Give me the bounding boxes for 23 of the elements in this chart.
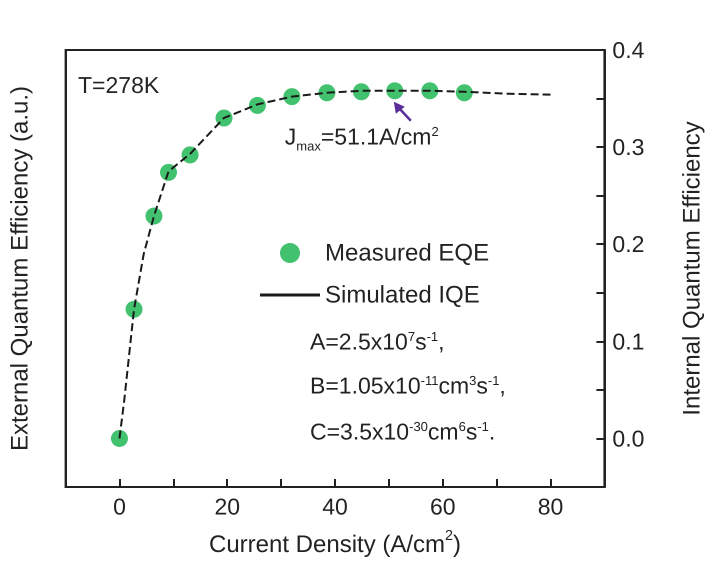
point <box>110 430 128 447</box>
x-tick-label: 20 <box>214 494 240 520</box>
point <box>456 84 473 102</box>
annotation: C=3.5x10$^{-30}$cm$^{6}$s$^{-1}$. <box>310 418 496 445</box>
x-tick-label: 80 <box>538 494 564 520</box>
annotation: B=1.05x10$^{-11}$cm$^{3}$s$^{-1}$, <box>310 372 506 399</box>
point <box>248 96 266 114</box>
legend-label: Simulated IQE <box>325 282 480 308</box>
y-tick-label: 0.0 <box>612 425 644 452</box>
point <box>216 109 233 126</box>
y-tick-label: 0.2 <box>612 231 644 258</box>
annotation: J$_{max}$=51.1A/cm$^{2}$ <box>284 123 439 154</box>
y2-axis-title: Internal Quantum Efficiency <box>678 121 706 416</box>
x-tick-label: 40 <box>322 494 348 520</box>
x-tick-label: 0 <box>113 494 126 520</box>
legend-label: Measured EQE <box>325 240 490 266</box>
y-tick-label: 0.4 <box>612 37 645 63</box>
x-tick-label: 60 <box>430 494 456 520</box>
annotation: A=2.5x10$^{7}$s$^{-1}$, <box>310 328 445 355</box>
y-tick-label: 0.3 <box>612 134 644 160</box>
y-axis-title: External Quantum Efficiency (a.u.) <box>6 86 34 452</box>
y-tick-label: 0.1 <box>612 328 644 354</box>
annotation: T=278K <box>78 72 160 98</box>
